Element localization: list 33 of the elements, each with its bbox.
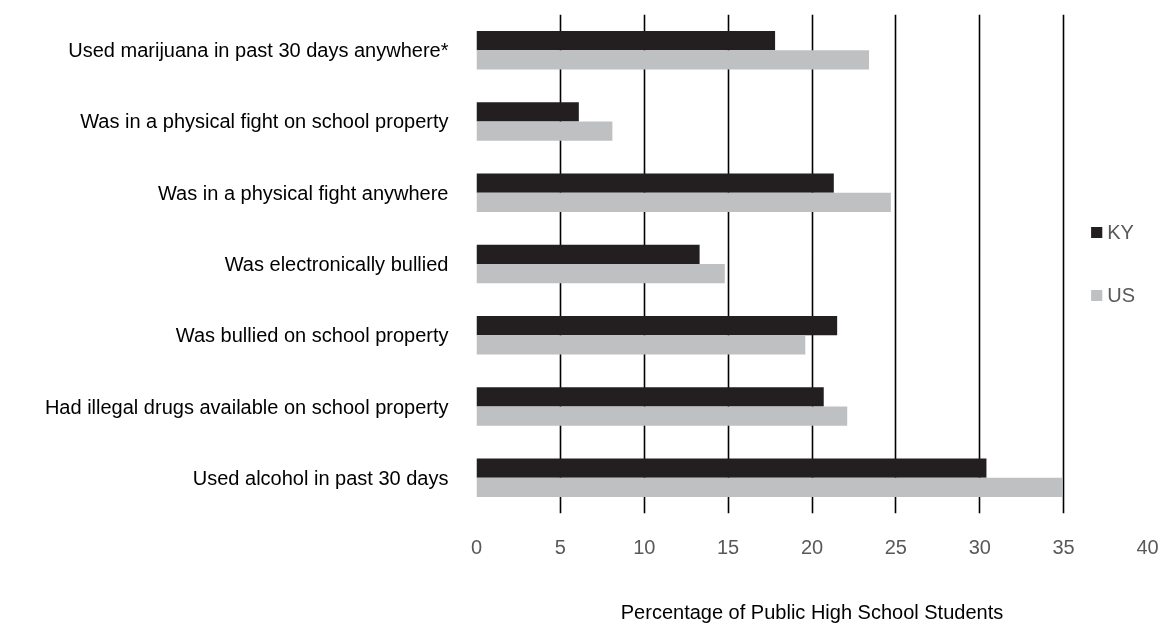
- bar: [476, 316, 838, 336]
- bar: [476, 244, 700, 264]
- x-tick-label: 25: [884, 535, 907, 558]
- y-tick-label: Used alcohol in past 30 days: [192, 466, 449, 489]
- bar: [476, 458, 987, 478]
- x-tick-label: 20: [800, 535, 824, 558]
- bar: [476, 30, 776, 51]
- bar: [476, 387, 824, 407]
- x-axis-title: Percentage of Public High School Students: [620, 600, 1004, 623]
- bar: [476, 406, 848, 426]
- x-tick-label: 40: [1136, 535, 1159, 558]
- bar: [476, 121, 613, 141]
- bar: [476, 264, 725, 284]
- y-tick-label: Used marijuana in past 30 days anywhere*: [68, 39, 449, 62]
- y-tick-label: Had illegal drugs available on school property: [44, 395, 449, 418]
- bar: [476, 335, 806, 355]
- y-tick-label: Was in a physical fight on school property: [80, 110, 449, 133]
- bar: [476, 102, 579, 122]
- bar: [476, 477, 1062, 498]
- x-tick-label: 15: [717, 535, 740, 558]
- x-tick-label: 35: [1052, 535, 1075, 558]
- y-tick-label: Was electronically bullied: [224, 253, 449, 275]
- x-tick-label: 5: [554, 535, 566, 558]
- bar: [476, 173, 834, 193]
- legend-label: KY: [1107, 220, 1134, 244]
- x-tick-label: 30: [968, 535, 991, 558]
- x-tick-label: 0: [470, 535, 483, 558]
- bar: [476, 50, 870, 70]
- y-tick-label: Was bullied on school property: [175, 324, 449, 347]
- legend-label: US: [1107, 283, 1135, 307]
- x-tick-label: 10: [633, 535, 656, 558]
- y-tick-label: Was in a physical fight anywhere: [157, 181, 449, 204]
- bar: [476, 192, 891, 212]
